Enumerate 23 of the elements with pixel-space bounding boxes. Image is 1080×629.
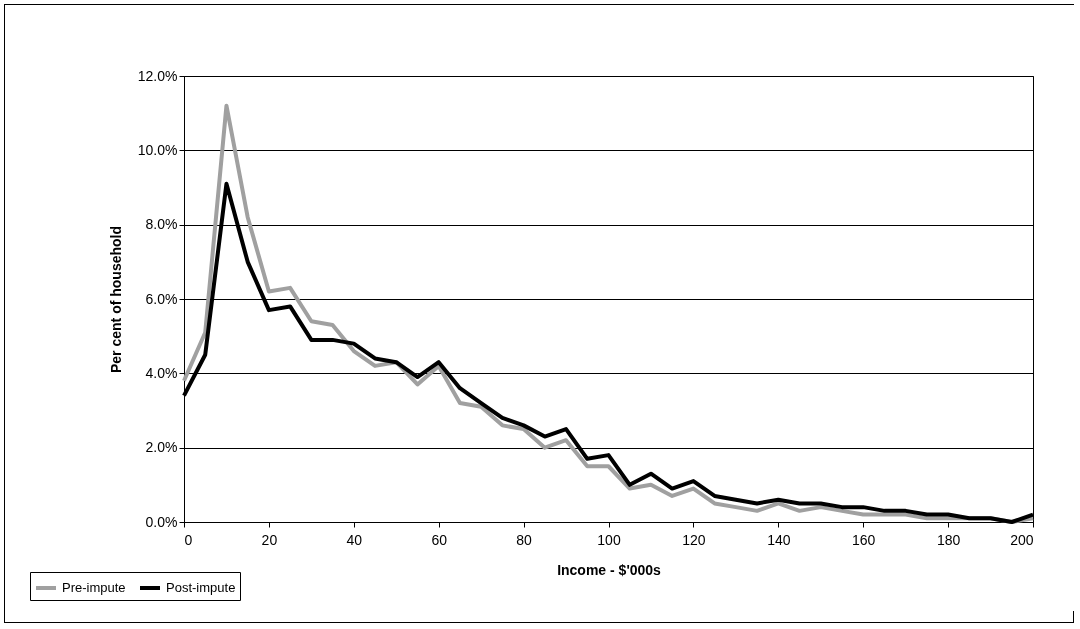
- line-series: [182, 103, 1035, 524]
- y-tick-label: 8.0%: [145, 216, 178, 233]
- x-tick-label: 200: [1010, 531, 1034, 548]
- x-tick-label: 100: [597, 531, 621, 548]
- x-tick-label: 80: [516, 531, 533, 548]
- x-axis-title: Income - $'000s: [557, 561, 662, 578]
- y-axis-title: Per cent of household: [107, 225, 124, 374]
- x-tick-label: 160: [852, 531, 876, 548]
- x-tick-label: 40: [346, 531, 363, 548]
- legend-label: Post-impute: [166, 580, 236, 595]
- y-tick-label: 4.0%: [145, 364, 178, 381]
- x-tick-label: 60: [431, 531, 448, 548]
- y-tick-label: 6.0%: [145, 290, 178, 307]
- y-tick-label: 0.0%: [145, 513, 178, 530]
- y-tick-label: 12.0%: [137, 67, 178, 84]
- y-tick-label: 2.0%: [145, 439, 178, 456]
- x-tick-label: 20: [261, 531, 278, 548]
- x-tick-label: 180: [936, 531, 961, 548]
- x-tick-label: 140: [767, 531, 791, 548]
- legend-label: Pre-impute: [62, 580, 126, 595]
- y-tick-label: 10.0%: [137, 141, 178, 158]
- x-tick-label: 120: [682, 531, 706, 548]
- x-tick-label: 0: [184, 531, 193, 548]
